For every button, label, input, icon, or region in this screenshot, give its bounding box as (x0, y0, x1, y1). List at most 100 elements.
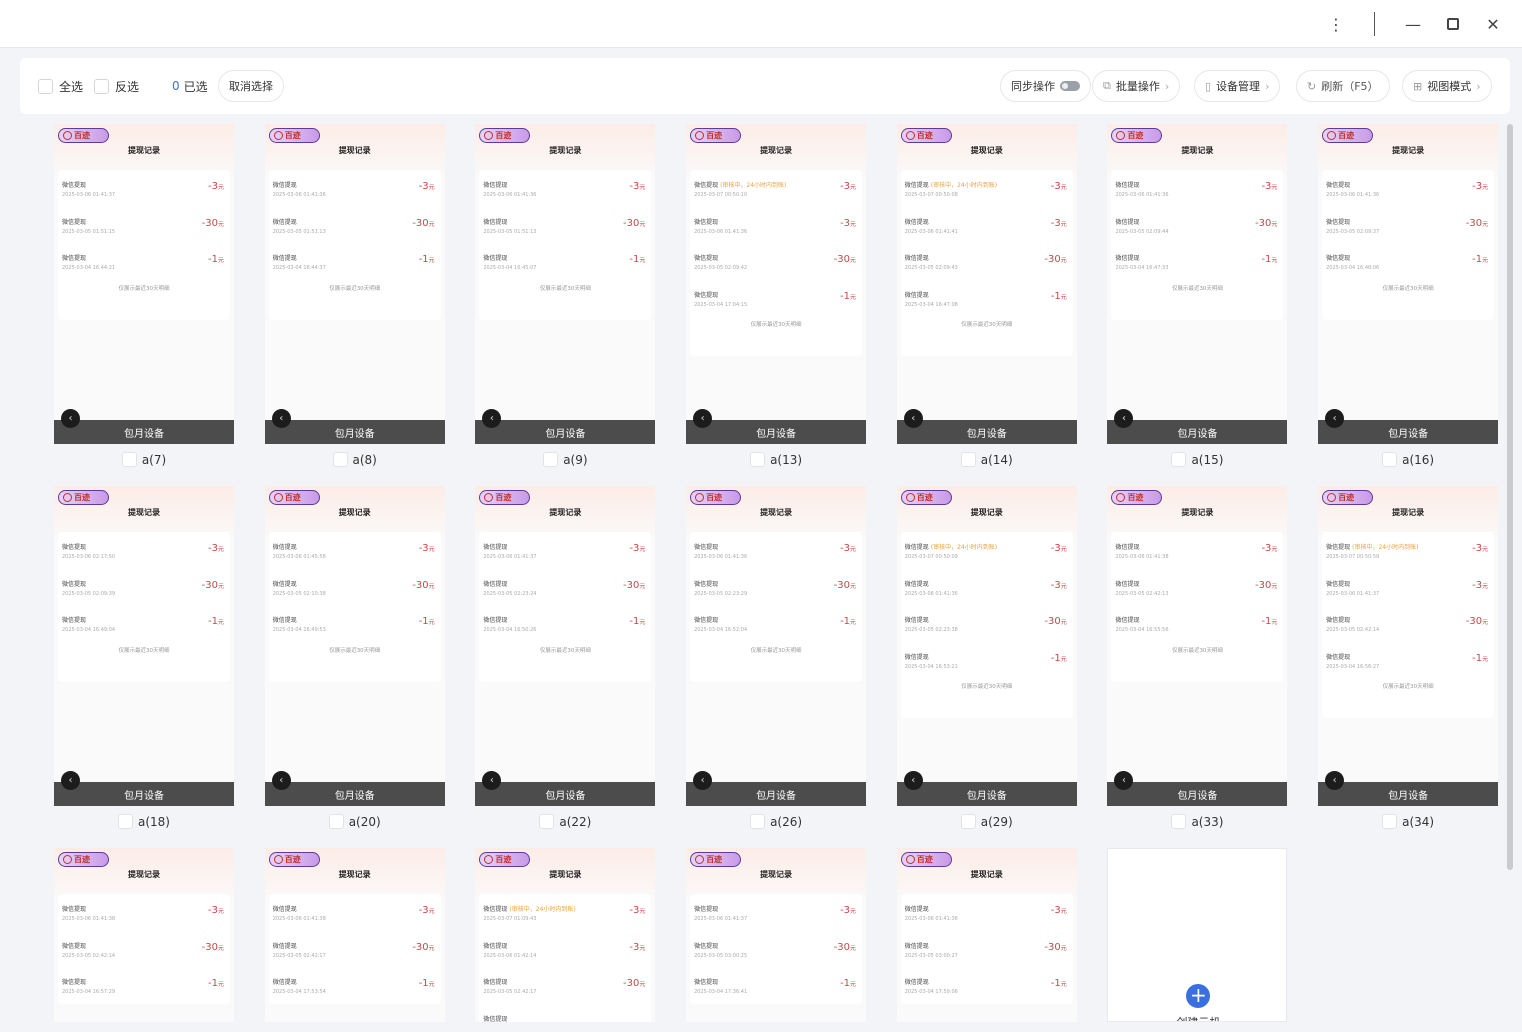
device-label[interactable]: a(18) (54, 814, 234, 829)
device-label[interactable]: a(16) (1318, 452, 1498, 467)
record-amount: -3元 (208, 543, 224, 554)
back-button[interactable]: ‹ (693, 771, 713, 790)
close-icon[interactable]: ✕ (1486, 14, 1500, 34)
device-screen[interactable]: 百迹 提现记录 微信提现 (审核中，24小时内到账) 2025-03-07 00:50:… (686, 124, 867, 444)
withdrawal-record: 微信提现 2025-03-05 02:42:17 -30元 (479, 967, 651, 1004)
back-button[interactable]: ‹ (482, 409, 502, 428)
logo-icon (273, 493, 283, 502)
device-checkbox[interactable] (539, 814, 555, 829)
batch-operation-button[interactable]: ⧉ 批量操作 › (1092, 70, 1181, 102)
amount-value: -3 (208, 543, 218, 554)
toggle-switch[interactable] (1060, 81, 1080, 91)
record-name: 微信提现 (62, 253, 230, 262)
back-button[interactable]: ‹ (1114, 409, 1134, 428)
device-screen[interactable]: 百迹 提现记录 微信提现 2025-03-06 01:45:58 -3元 微信提现 2025… (264, 486, 445, 806)
device-management-button[interactable]: ▯ 设备管理 › (1194, 70, 1281, 102)
back-button[interactable]: ‹ (693, 409, 713, 428)
device-label[interactable]: a(34) (1318, 814, 1498, 829)
device-screen[interactable]: 百迹 提现记录 微信提现 2025-03-06 01:41:38 -3元 微信提现 2025… (1107, 486, 1288, 806)
create-card-body[interactable]: + 创建云机 (1107, 848, 1288, 1022)
maximize-icon[interactable] (1441, 12, 1465, 36)
device-label[interactable]: a(14) (897, 452, 1077, 467)
record-name-text: 微信提现 (62, 906, 87, 913)
device-checkbox[interactable] (328, 814, 344, 829)
device-label[interactable]: a(22) (475, 814, 655, 829)
clear-selection-button[interactable]: 取消选择 (218, 70, 284, 102)
record-amount: -3元 (419, 181, 435, 192)
logo-text: 百迹 (284, 131, 301, 140)
back-button[interactable]: ‹ (1325, 771, 1345, 790)
select-all-checkbox[interactable]: 全选 (38, 58, 83, 114)
device-label[interactable]: a(7) (54, 452, 234, 467)
device-label[interactable]: a(15) (1107, 452, 1287, 467)
logo-text: 百迹 (284, 493, 301, 502)
device-label[interactable]: a(9) (475, 452, 655, 467)
record-date: 2025-03-06 01:41:36 (694, 228, 748, 235)
device-label[interactable]: a(29) (897, 814, 1077, 829)
checkbox[interactable] (94, 78, 109, 94)
device-screen[interactable]: 百迹 提现记录 微信提现 2025-03-06 01:41:36 -3元 微信提现 2025… (896, 848, 1077, 1022)
currency: 元 (1482, 582, 1489, 590)
device-checkbox[interactable] (332, 452, 348, 467)
device-checkbox[interactable] (960, 452, 976, 467)
device-screen[interactable]: 百迹 提现记录 微信提现 2025-03-06 01:41:38 -3元 微信提现 2025… (264, 848, 445, 1022)
record-date: 2025-03-05 02:09:42 (694, 265, 748, 271)
device-checkbox[interactable] (543, 452, 559, 467)
refresh-button[interactable]: ↻ 刷新（F5） (1296, 70, 1390, 102)
screen-title: 提现记录 (1181, 508, 1214, 517)
device-label[interactable]: a(33) (1107, 814, 1287, 829)
checkbox[interactable] (38, 78, 53, 94)
create-device-card[interactable]: + 创建云机 (1107, 848, 1288, 1022)
device-screen[interactable]: 百迹 提现记录 微信提现 2025-03-06 01:41:37 -3元 微信提现 2025… (475, 486, 656, 806)
back-button[interactable]: ‹ (271, 771, 291, 790)
sync-operation-toggle[interactable]: 同步操作 (1000, 70, 1091, 102)
device-screen[interactable]: 百迹 提现记录 微信提现 (审核中，24小时内到账) 2025-03-07 00:50:… (896, 124, 1077, 444)
back-button[interactable]: ‹ (61, 771, 80, 790)
device-checkbox[interactable] (1382, 452, 1398, 467)
plus-icon[interactable]: + (1186, 984, 1211, 1008)
invert-selection-checkbox[interactable]: 反选 (94, 58, 139, 114)
view-mode-button[interactable]: ⊞ 视图模式 › (1402, 70, 1492, 102)
device-checkbox[interactable] (1171, 814, 1187, 829)
back-button[interactable]: ‹ (903, 409, 923, 428)
back-button[interactable]: ‹ (903, 771, 923, 790)
device-screen[interactable]: 百迹 提现记录 微信提现 2025-03-06 01:41:36 -3元 微信提现 2025… (1318, 124, 1499, 444)
device-checkbox[interactable] (1382, 814, 1398, 829)
device-screen[interactable]: 百迹 提现记录 微信提现 2025-03-06 01:41:37 -3元 微信提现 2025… (54, 124, 234, 444)
device-label[interactable]: a(20) (265, 814, 445, 829)
device-name: a(20) (348, 814, 381, 829)
copy-icon: ⧉ (1103, 79, 1111, 92)
back-button[interactable]: ‹ (1325, 409, 1345, 428)
device-screen[interactable]: 百迹 提现记录 微信提现 2025-03-06 01:41:36 -3元 微信提现 2025… (1107, 124, 1288, 444)
back-button[interactable]: ‹ (271, 409, 291, 428)
device-screen[interactable]: 百迹 提现记录 微信提现 2025-03-06 01:41:36 -3元 微信提现 2025… (475, 124, 656, 444)
device-checkbox[interactable] (960, 814, 976, 829)
back-button[interactable]: ‹ (1114, 771, 1134, 790)
device-screen[interactable]: 百迹 提现记录 微信提现 2025-03-06 01:41:38 -3元 微信提现 2025… (54, 848, 234, 1022)
scrollbar[interactable] (1507, 124, 1513, 870)
device-checkbox[interactable] (750, 452, 766, 467)
record-amount: -1元 (208, 254, 224, 265)
back-button[interactable]: ‹ (482, 771, 502, 790)
more-vertical-icon[interactable]: ⋮ (1328, 14, 1344, 34)
device-label[interactable]: a(13) (686, 452, 866, 467)
minimize-icon[interactable]: — (1405, 14, 1421, 34)
device-card: 百迹 提现记录 微信提现 2025-03-06 01:41:37 -3元 微信提现 2025… (686, 848, 867, 1022)
record-name-text: 微信提现 (694, 979, 719, 986)
record-name: 微信提现 (694, 977, 862, 986)
device-screen[interactable]: 百迹 提现记录 微信提现 (审核中，24小时内到账) 2025-03-07 00:50:… (896, 486, 1077, 806)
device-screen[interactable]: 百迹 提现记录 微信提现 2025-03-06 01:41:36 -3元 微信提现 2025… (686, 486, 867, 806)
device-checkbox[interactable] (121, 452, 137, 467)
device-checkbox[interactable] (118, 814, 133, 829)
back-button[interactable]: ‹ (61, 409, 80, 428)
device-screen[interactable]: 百迹 提现记录 微信提现 2025-03-06 01:41:37 -3元 微信提现 2025… (686, 848, 867, 1022)
device-checkbox[interactable] (750, 814, 766, 829)
device-screen[interactable]: 百迹 提现记录 微信提现 2025-03-06 01:41:36 -3元 微信提现 2025… (264, 124, 445, 444)
device-label[interactable]: a(8) (265, 452, 445, 467)
device-checkbox[interactable] (1171, 452, 1187, 467)
device-screen[interactable]: 百迹 提现记录 微信提现 (审核中，24小时内到账) 2025-03-07 01:09:… (475, 848, 656, 1022)
record-name-text: 微信提现 (483, 942, 508, 950)
device-screen[interactable]: 百迹 提现记录 微信提现 (审核中，24小时内到账) 2025-03-07 00:50:… (1318, 486, 1499, 806)
device-label[interactable]: a(26) (686, 814, 866, 829)
device-screen[interactable]: 百迹 提现记录 微信提现 2025-03-06 02:17:50 -3元 微信提现 2025… (54, 486, 234, 806)
